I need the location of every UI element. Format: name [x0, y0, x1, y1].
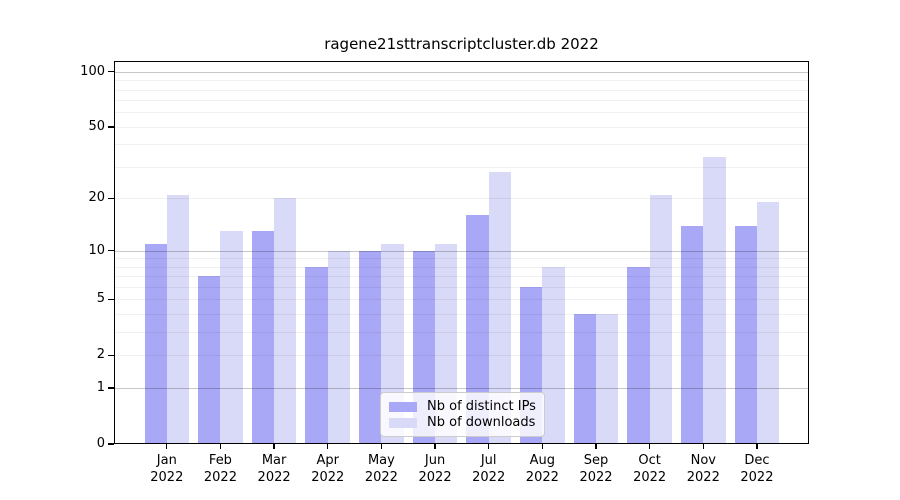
x-tick-label-jan: Jan 2022	[150, 453, 184, 485]
x-tick-label-jun: Jun 2022	[418, 453, 452, 485]
bar-distinct-ips-nov	[681, 225, 704, 444]
x-tick-label-dec: Dec 2022	[740, 453, 774, 485]
x-tick-jul	[488, 444, 490, 449]
bar-distinct-ips-oct	[627, 266, 650, 444]
bar-distinct-ips-jan	[144, 243, 167, 444]
x-tick-label-may: May 2022	[364, 453, 398, 485]
x-tick-may	[380, 444, 383, 449]
legend-label-downloads: Nb of downloads	[427, 415, 536, 430]
x-tick-label-apr: Apr 2022	[311, 453, 345, 485]
bar-distinct-ips-dec	[734, 225, 757, 444]
bar-downloads-sep	[596, 314, 619, 444]
bar-downloads-apr	[327, 250, 351, 444]
y-tick-50	[108, 126, 114, 128]
x-tick-jun	[434, 444, 436, 449]
bar-downloads-feb	[220, 231, 243, 444]
x-tick-label-sep: Sep 2022	[579, 453, 613, 485]
y-tick-5	[108, 298, 114, 301]
bar-distinct-ips-feb	[198, 276, 221, 444]
legend-item-distinct-ips: Nb of distinct IPs	[389, 399, 536, 414]
bar-downloads-aug	[542, 266, 565, 444]
y-tick-20	[108, 197, 114, 200]
bar-distinct-ips-sep	[573, 314, 596, 444]
gridline-y-100	[115, 71, 808, 73]
x-tick-label-jul: Jul 2022	[472, 453, 506, 485]
x-tick-jan	[166, 444, 168, 449]
y-tick-label-5: 5	[96, 291, 105, 307]
y-tick-label-0: 0	[96, 436, 105, 451]
legend-label-distinct-ips: Nb of distinct IPs	[427, 399, 536, 414]
y-tick-100	[108, 71, 114, 73]
gridline-y-70	[115, 100, 808, 102]
y-tick-label-10: 10	[88, 242, 105, 258]
bar-distinct-ips-apr	[305, 266, 328, 444]
x-tick-aug	[541, 444, 544, 449]
y-tick-2	[108, 354, 114, 357]
bar-distinct-ips-may	[359, 250, 382, 444]
legend-swatch-distinct-ips-icon	[389, 401, 417, 412]
legend: Nb of distinct IPs Nb of downloads	[380, 392, 545, 437]
x-tick-label-aug: Aug 2022	[525, 453, 559, 485]
gridline-y-80	[115, 89, 808, 91]
bar-downloads-oct	[649, 194, 672, 444]
x-tick-label-nov: Nov 2022	[686, 453, 720, 485]
x-tick-label-mar: Mar 2022	[257, 453, 291, 485]
x-tick-nov	[702, 444, 704, 449]
y-tick-label-1: 1	[96, 380, 105, 396]
y-tick-1	[108, 387, 114, 389]
x-tick-apr	[327, 444, 329, 449]
x-tick-label-feb: Feb 2022	[203, 453, 237, 485]
x-tick-mar	[273, 444, 275, 449]
bar-downloads-mar	[274, 198, 297, 444]
x-tick-dec	[756, 444, 758, 449]
y-tick-label-100: 100	[80, 63, 105, 79]
y-tick-label-20: 20	[88, 190, 105, 206]
y-tick-label-50: 50	[88, 118, 105, 134]
bar-downloads-jul	[488, 172, 511, 444]
x-tick-sep	[595, 444, 597, 449]
y-tick-0	[108, 443, 114, 445]
bar-downloads-jan	[166, 194, 190, 444]
gridline-y-40	[115, 144, 808, 146]
y-tick-10	[108, 249, 114, 252]
legend-swatch-downloads-icon	[389, 417, 417, 428]
gridline-y-60	[115, 112, 808, 114]
x-tick-label-oct: Oct 2022	[633, 453, 667, 485]
bar-downloads-nov	[703, 157, 726, 444]
bar-distinct-ips-jul	[466, 215, 489, 444]
bar-distinct-ips-mar	[251, 231, 275, 444]
x-tick-oct	[648, 444, 651, 449]
gridline-y-50	[115, 126, 808, 128]
gridline-y-90	[115, 80, 808, 82]
chart-title: ragene21sttranscriptcluster.db 2022	[324, 35, 599, 53]
x-tick-feb	[219, 444, 222, 449]
legend-item-downloads: Nb of downloads	[389, 415, 536, 430]
y-tick-label-2: 2	[96, 347, 105, 363]
bar-downloads-dec	[756, 202, 780, 444]
